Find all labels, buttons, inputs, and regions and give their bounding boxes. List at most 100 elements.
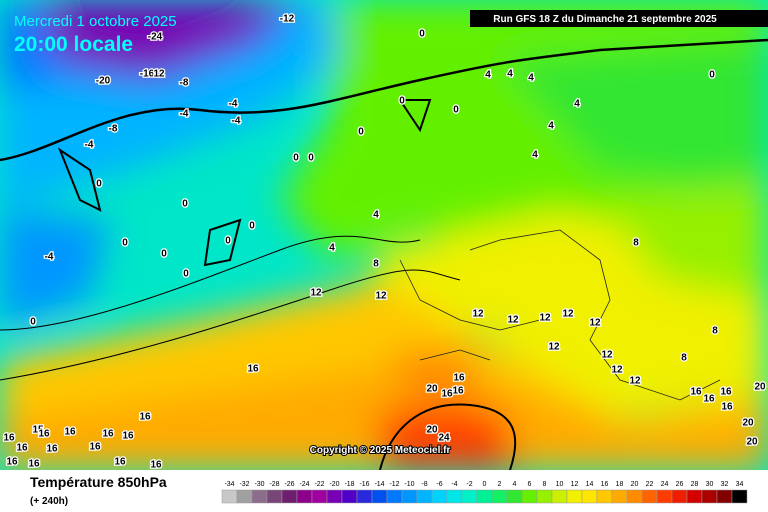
scale-swatch — [341, 489, 358, 504]
scale-label: -22 — [314, 481, 324, 488]
scale-swatch — [491, 489, 508, 504]
scale-label: -34 — [224, 481, 234, 488]
scale-label: 24 — [661, 481, 669, 488]
contour-label: 0 — [293, 153, 299, 164]
contour-label: 8 — [373, 259, 379, 270]
scale-swatch — [611, 489, 628, 504]
scale-swatch — [266, 489, 283, 504]
scale-label: 22 — [646, 481, 654, 488]
forecast-date: Mercredi 1 octobre 2025 — [14, 13, 177, 30]
scale-label: -14 — [374, 481, 384, 488]
contour-label: 4 — [373, 210, 379, 221]
contour-label: 16 — [122, 431, 134, 442]
contour-label: 0 — [399, 96, 405, 107]
contour-label: 0 — [453, 105, 459, 116]
scale-label: 4 — [513, 481, 517, 488]
contour-label: -4 — [229, 99, 238, 110]
scale-label: 12 — [571, 481, 579, 488]
contour-label: -24 — [148, 32, 163, 43]
scale-swatch — [551, 489, 568, 504]
scale-label: 18 — [616, 481, 624, 488]
contour-label: 16 — [46, 444, 58, 455]
contour-label: 16 — [452, 386, 464, 397]
run-box — [470, 10, 768, 27]
scale-label: -4 — [451, 481, 457, 488]
copyright: Copyright © 2025 Meteociel.fr — [310, 445, 451, 456]
scale-label: -20 — [329, 481, 339, 488]
scale-label: 34 — [736, 481, 744, 488]
scale-label: -2 — [466, 481, 472, 488]
contour-label: 4 — [329, 243, 335, 254]
scale-label: -30 — [254, 481, 264, 488]
contour-label: 12 — [539, 313, 551, 324]
scale-swatch — [581, 489, 598, 504]
contour-label: 0 — [30, 317, 36, 328]
contour-label: 12 — [153, 69, 165, 80]
contour-label: 12 — [548, 342, 560, 353]
contour-label: 0 — [161, 249, 167, 260]
scale-label: 20 — [631, 481, 639, 488]
forecast-time: 20:00 locale — [14, 33, 133, 56]
scale-swatch — [506, 489, 523, 504]
scale-swatch — [596, 489, 613, 504]
contour-label: 16 — [247, 364, 259, 375]
color-scale: -34 -32 -30 -28 -26 -24 -22 -20 -18 -16 -14 -12 -10-… — [221, 481, 748, 504]
scale-swatch — [356, 489, 373, 504]
contour-label: 4 — [528, 73, 534, 84]
scale-swatch — [386, 489, 403, 504]
contour-label: 16 — [703, 394, 715, 405]
scale-label: 30 — [706, 481, 714, 488]
scale-swatch — [326, 489, 343, 504]
scale-swatch — [731, 489, 748, 504]
contour-label: -4 — [85, 140, 94, 151]
lead-time: (+ 240h) — [30, 496, 68, 507]
contour-label: 0 — [183, 269, 189, 280]
scale-label: 2 — [498, 481, 502, 488]
scale-swatch — [401, 489, 418, 504]
contour-label: 4 — [532, 150, 538, 161]
contour-label: 20 — [746, 437, 758, 448]
scale-swatch — [626, 489, 643, 504]
contour-label: 16 — [721, 402, 733, 413]
contour-label: 12 — [562, 309, 574, 320]
scale-swatch — [251, 489, 268, 504]
contour-label: 4 — [485, 70, 491, 81]
contour-label: -12 — [280, 14, 295, 25]
scale-label: -18 — [344, 481, 354, 488]
contour-label: 16 — [720, 387, 732, 398]
contour-label: 0 — [249, 221, 255, 232]
contour-label: 8 — [681, 353, 687, 364]
contour-label: 0 — [308, 153, 314, 164]
scale-label: 16 — [601, 481, 609, 488]
contour-label: 16 — [441, 389, 453, 400]
scale-swatch — [461, 489, 478, 504]
scale-swatch — [536, 489, 553, 504]
scale-swatch — [221, 489, 238, 504]
contour-label: 12 — [375, 291, 387, 302]
scale-label: 10 — [556, 481, 564, 488]
field-title: Température 850hPa — [30, 474, 167, 490]
contour-label: -20 — [96, 76, 111, 87]
scale-swatch — [281, 489, 298, 504]
contour-label: 0 — [96, 179, 102, 190]
contour-label: 20 — [742, 418, 754, 429]
contour-label: 16 — [16, 443, 28, 454]
contour-label: 0 — [419, 29, 425, 40]
contour-label: 16 — [102, 429, 114, 440]
contour-label: 15 — [32, 425, 44, 436]
contour-label: 20 — [426, 384, 438, 395]
contour-label: 4 — [574, 99, 580, 110]
contour-label: 4 — [507, 69, 513, 80]
contour-label: 16 — [28, 459, 40, 470]
contour-label: 12 — [507, 315, 519, 326]
scale-label: -8 — [421, 481, 427, 488]
scale-swatch — [371, 489, 388, 504]
contour-label: -8 — [109, 124, 118, 135]
contour-label: 8 — [712, 326, 718, 337]
contour-label: 16 — [6, 457, 18, 468]
contour-label: 16 — [38, 429, 50, 440]
contour-label: 16 — [3, 433, 15, 444]
contour-label: 12 — [589, 318, 601, 329]
